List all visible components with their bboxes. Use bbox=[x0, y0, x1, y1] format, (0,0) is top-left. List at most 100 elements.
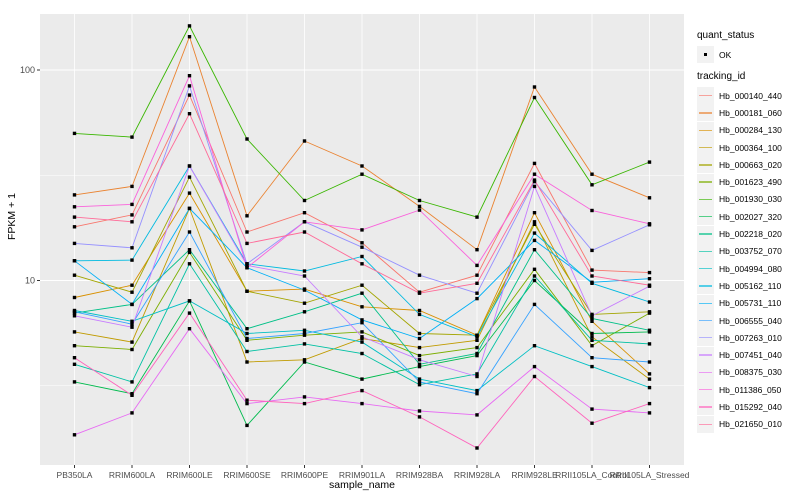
data-point bbox=[302, 301, 307, 305]
legend-entry-label: Hb_011386_050 bbox=[719, 384, 782, 395]
legend-line-swatch bbox=[699, 302, 712, 304]
legend: quant_status OK tracking_id Hb_000140_44… bbox=[697, 30, 799, 433]
legend-entry-label: Hb_000284_130 bbox=[719, 125, 782, 136]
data-point bbox=[187, 74, 192, 78]
data-point bbox=[130, 380, 134, 384]
x-tick-label: RRII105LA_Control bbox=[555, 470, 629, 480]
data-point bbox=[302, 333, 307, 337]
data-point bbox=[417, 336, 422, 341]
data-point bbox=[417, 409, 422, 413]
data-point bbox=[72, 295, 77, 300]
legend-key-box bbox=[697, 381, 714, 399]
data-point bbox=[475, 296, 479, 301]
data-point bbox=[417, 383, 422, 387]
legend-line-swatch bbox=[699, 319, 712, 322]
x-tick-label: RRIM901LA bbox=[339, 470, 386, 480]
data-point bbox=[532, 184, 537, 189]
data-point bbox=[647, 196, 652, 200]
data-point bbox=[417, 380, 422, 384]
data-point bbox=[532, 85, 537, 89]
data-point bbox=[475, 338, 479, 342]
data-point bbox=[590, 319, 594, 323]
legend-key-box bbox=[697, 225, 714, 243]
legend-entry-label: Hb_015292_040 bbox=[719, 401, 782, 412]
legend-entry-label: Hb_008375_030 bbox=[719, 367, 782, 378]
data-point bbox=[532, 267, 537, 271]
legend-tracking-title: tracking_id bbox=[697, 71, 746, 82]
x-tick-label: RRIM600PE bbox=[281, 470, 329, 480]
data-point bbox=[590, 338, 594, 342]
data-point bbox=[302, 220, 307, 224]
data-point bbox=[360, 321, 364, 325]
data-point bbox=[647, 277, 652, 281]
legend-entry-Hb_005162_110: Hb_005162_110 bbox=[697, 277, 799, 295]
legend-key-box bbox=[697, 173, 714, 191]
legend-tracking-entries: Hb_000140_440 Hb_000181_060 Hb_000284_130 H… bbox=[697, 87, 799, 433]
data-point bbox=[590, 335, 594, 339]
legend-entry-Hb_000181_060: Hb_000181_060 bbox=[697, 104, 799, 122]
data-point bbox=[475, 335, 479, 339]
data-point bbox=[590, 183, 594, 187]
legend-entry-Hb_000663_020: Hb_000663_020 bbox=[697, 156, 799, 174]
x-tick-label: RRIM928LE bbox=[511, 470, 558, 480]
data-point bbox=[590, 248, 594, 253]
data-point bbox=[245, 137, 249, 141]
data-point bbox=[72, 241, 77, 246]
data-point bbox=[590, 274, 594, 278]
data-point bbox=[360, 262, 364, 266]
data-point bbox=[302, 331, 307, 336]
data-point bbox=[475, 248, 479, 252]
data-point bbox=[360, 340, 364, 344]
data-point bbox=[302, 269, 307, 273]
data-point bbox=[590, 172, 594, 176]
x-tick-label: RRII105LA_Stressed bbox=[610, 470, 690, 480]
data-point bbox=[647, 160, 652, 164]
legend-line-swatch bbox=[699, 423, 712, 425]
data-point bbox=[360, 351, 364, 356]
legend-key-box bbox=[697, 87, 714, 105]
data-point bbox=[245, 331, 249, 336]
data-point bbox=[302, 401, 307, 406]
legend-quant-title: quant_status bbox=[697, 30, 755, 41]
data-point bbox=[130, 347, 134, 352]
data-point bbox=[532, 211, 537, 215]
data-point bbox=[245, 360, 249, 364]
data-point bbox=[360, 164, 364, 168]
legend-line-swatch bbox=[699, 129, 712, 131]
data-point bbox=[417, 364, 422, 369]
data-point bbox=[417, 345, 422, 350]
data-point bbox=[130, 302, 134, 307]
data-point bbox=[360, 377, 364, 381]
legend-line-swatch bbox=[699, 146, 712, 149]
data-point bbox=[187, 24, 192, 28]
data-point bbox=[130, 202, 134, 207]
data-point bbox=[647, 342, 652, 346]
data-point bbox=[532, 364, 537, 369]
legend-entry-Hb_015292_040: Hb_015292_040 bbox=[697, 398, 799, 416]
data-point bbox=[532, 274, 537, 278]
legend-line-swatch bbox=[699, 388, 712, 391]
data-point bbox=[475, 273, 479, 277]
legend-line-swatch bbox=[699, 164, 712, 166]
data-point bbox=[130, 322, 134, 326]
data-point bbox=[245, 266, 249, 270]
data-point bbox=[360, 330, 364, 334]
legend-line-swatch bbox=[699, 285, 712, 287]
legend-entry-Hb_001930_030: Hb_001930_030 bbox=[697, 190, 799, 208]
data-point bbox=[72, 344, 77, 348]
legend-quant-item-ok: OK bbox=[697, 46, 799, 63]
legend-key-box bbox=[697, 277, 714, 295]
legend-line-swatch bbox=[699, 337, 712, 339]
legend-entry-label: Hb_000364_100 bbox=[719, 142, 782, 153]
data-point bbox=[647, 328, 652, 332]
legend-quant-label: OK bbox=[719, 49, 732, 60]
data-point bbox=[532, 344, 537, 348]
data-point bbox=[245, 230, 249, 234]
data-point bbox=[360, 401, 364, 406]
legend-entry-Hb_000364_100: Hb_000364_100 bbox=[697, 139, 799, 157]
legend-key-box bbox=[697, 312, 714, 329]
data-point bbox=[647, 401, 652, 406]
data-point bbox=[417, 291, 422, 295]
data-point bbox=[302, 395, 307, 399]
legend-entry-Hb_000284_130: Hb_000284_130 bbox=[697, 121, 799, 139]
